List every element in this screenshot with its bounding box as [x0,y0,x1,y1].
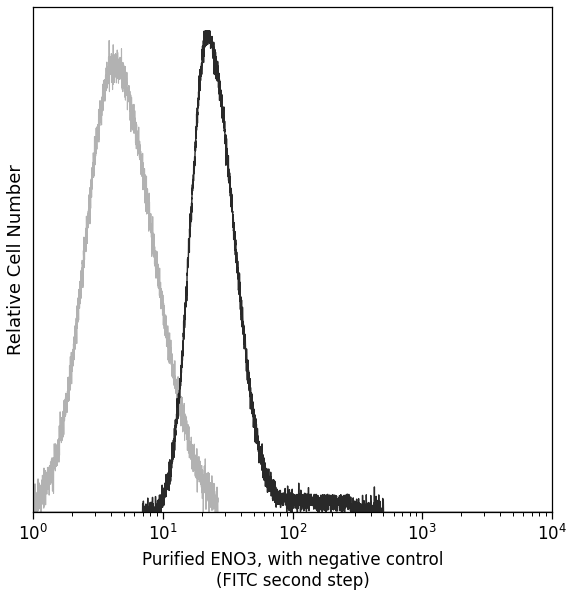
Y-axis label: Relative Cell Number: Relative Cell Number [7,164,25,355]
X-axis label: Purified ENO3, with negative control
(FITC second step): Purified ENO3, with negative control (FI… [142,551,443,590]
